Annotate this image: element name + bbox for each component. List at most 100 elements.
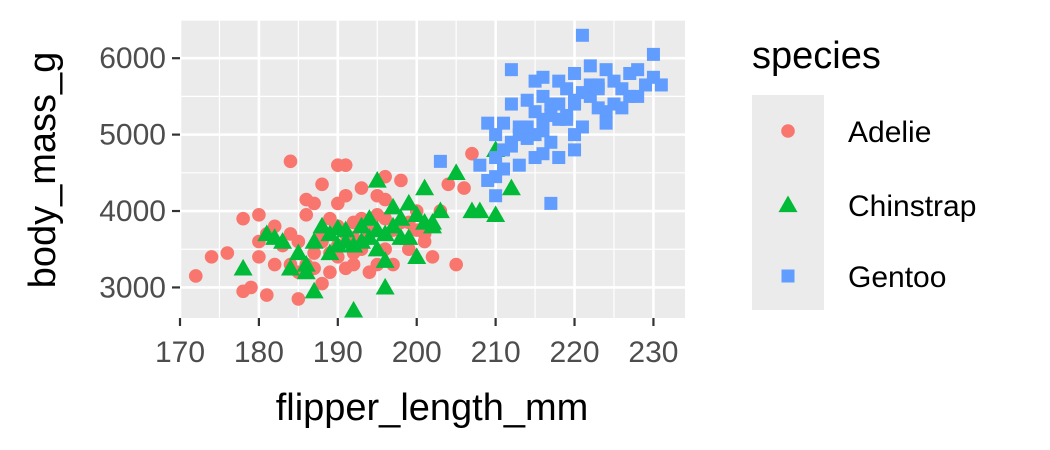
gentoo-point xyxy=(568,66,582,80)
gentoo-point xyxy=(536,112,550,126)
adelie-point xyxy=(283,227,298,241)
gentoo-point xyxy=(568,93,582,107)
gentoo-point xyxy=(568,128,582,142)
chinstrap-point xyxy=(296,262,316,280)
gentoo-point xyxy=(599,116,613,130)
adelie-point xyxy=(315,276,329,291)
chinstrap-point xyxy=(304,232,324,249)
gentoo-point xyxy=(433,154,447,168)
y-tick-label: 4000 xyxy=(99,195,166,228)
gentoo-point xyxy=(504,63,518,77)
chinstrap-point xyxy=(470,201,490,219)
gentoo-point xyxy=(591,82,605,96)
chinstrap-point xyxy=(430,201,450,219)
grid-major xyxy=(178,20,685,318)
adelie-point xyxy=(283,154,298,169)
chinstrap-point xyxy=(407,205,427,222)
chinstrap-point xyxy=(415,178,435,196)
chinstrap-point xyxy=(280,258,300,276)
chinstrap-point xyxy=(273,232,293,249)
series-gentoo xyxy=(433,28,668,210)
legend-label-adelie: Adelie xyxy=(848,116,931,149)
chinstrap-point xyxy=(367,220,387,238)
chinstrap-point xyxy=(351,232,371,249)
legend-key-adelie xyxy=(781,124,795,138)
gentoo-point xyxy=(481,116,495,130)
adelie-point xyxy=(394,173,408,188)
chinstrap-point xyxy=(486,205,506,222)
adelie-point xyxy=(244,280,258,295)
adelie-point xyxy=(346,257,361,272)
gentoo-point xyxy=(575,28,589,42)
gentoo-point xyxy=(520,93,534,107)
gentoo-point xyxy=(583,59,597,73)
gentoo-point xyxy=(504,135,518,149)
legend: species Adelie Chinstrap Gentoo xyxy=(752,35,976,310)
gentoo-point xyxy=(473,158,487,172)
chinstrap-point xyxy=(399,228,419,245)
gentoo-point xyxy=(646,47,660,61)
gentoo-point xyxy=(536,147,550,161)
adelie-point xyxy=(220,246,235,260)
adelie-point xyxy=(425,250,440,264)
chinstrap-point xyxy=(367,239,387,257)
gentoo-point xyxy=(568,143,582,157)
chinstrap-point xyxy=(383,197,403,215)
adelie-point xyxy=(267,257,282,272)
adelie-point xyxy=(315,177,329,192)
chinstrap-point xyxy=(399,193,419,211)
legend-label-chinstrap: Chinstrap xyxy=(848,190,976,223)
gentoo-point xyxy=(497,162,511,176)
gentoo-point xyxy=(631,89,645,103)
x-tick-label: 210 xyxy=(471,336,521,369)
adelie-point xyxy=(236,211,250,226)
chinstrap-point xyxy=(320,243,340,261)
x-tick-label: 190 xyxy=(313,336,363,369)
adelie-point xyxy=(291,292,306,306)
adelie-point xyxy=(204,250,219,264)
x-tick-label: 200 xyxy=(392,336,442,369)
chinstrap-point xyxy=(312,216,332,234)
x-axis-title: flipper_length_mm xyxy=(276,387,589,429)
adelie-point xyxy=(354,181,369,195)
adelie-point xyxy=(259,288,274,302)
legend-items: Adelie Chinstrap Gentoo xyxy=(778,116,976,294)
y-axis-title: body_mass_g xyxy=(22,52,64,289)
adelie-point xyxy=(252,250,266,264)
adelie-point xyxy=(457,181,471,195)
gentoo-point xyxy=(504,97,518,111)
chinstrap-point xyxy=(501,178,521,196)
chinstrap-point xyxy=(233,258,253,276)
grid-minor xyxy=(180,19,685,318)
gentoo-point xyxy=(654,78,668,92)
adelie-point xyxy=(338,158,353,172)
y-tick-label: 5000 xyxy=(99,119,166,152)
x-tick-label: 180 xyxy=(234,336,284,369)
gentoo-point xyxy=(536,70,550,84)
gentoo-point xyxy=(623,66,637,80)
adelie-point xyxy=(449,257,463,272)
adelie-point xyxy=(299,208,314,222)
gentoo-point xyxy=(489,189,503,203)
adelie-point xyxy=(362,265,377,279)
chinstrap-point xyxy=(391,209,411,226)
legend-key-chinstrap xyxy=(778,195,798,213)
chinstrap-point xyxy=(367,170,387,188)
chinstrap-point xyxy=(446,163,466,180)
x-tick-label: 230 xyxy=(628,336,678,369)
adelie-point xyxy=(188,269,203,283)
y-axis: 3000 4000 5000 6000 xyxy=(99,42,180,304)
x-axis: 170 180 190 200 210 220 230 xyxy=(155,318,678,369)
chinstrap-point xyxy=(407,247,427,264)
adelie-point xyxy=(465,146,479,161)
adelie-point xyxy=(441,177,456,192)
chinstrap-point xyxy=(375,277,395,295)
gentoo-point xyxy=(520,120,534,134)
x-tick-label: 220 xyxy=(550,336,600,369)
chinstrap-point xyxy=(288,243,308,261)
gentoo-point xyxy=(497,116,511,130)
gentoo-point xyxy=(544,135,558,149)
adelie-point xyxy=(378,211,392,226)
